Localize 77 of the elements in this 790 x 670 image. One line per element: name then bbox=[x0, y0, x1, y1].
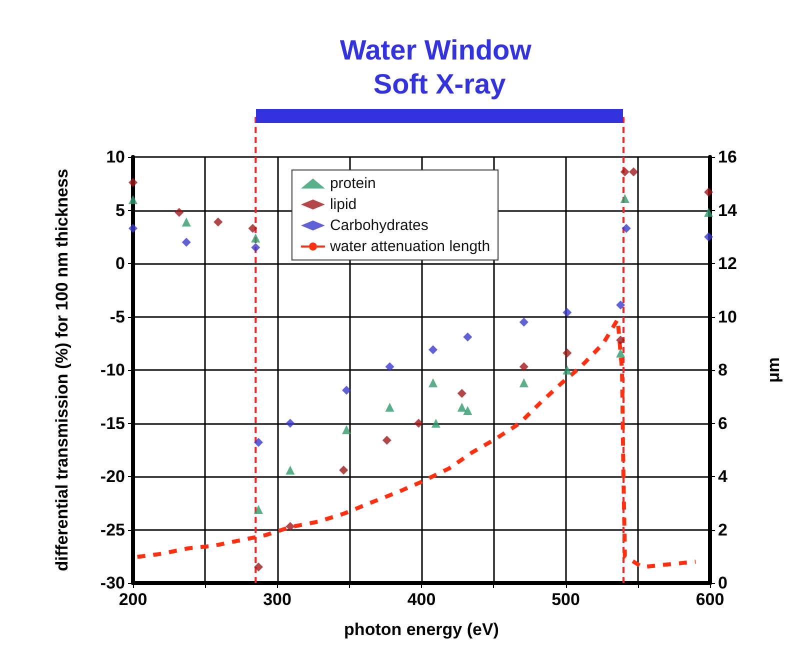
point bbox=[214, 217, 223, 226]
x-tick-label: 400 bbox=[407, 590, 436, 609]
x-tick-label: 300 bbox=[263, 590, 292, 609]
point bbox=[616, 300, 626, 310]
y-tick-label: 10 bbox=[106, 148, 125, 166]
point bbox=[519, 362, 528, 372]
y2-tick-label: 14 bbox=[718, 200, 738, 220]
point bbox=[519, 318, 528, 327]
point bbox=[616, 348, 626, 358]
point bbox=[182, 217, 191, 226]
point bbox=[182, 238, 191, 247]
x-tick-label: 600 bbox=[696, 590, 724, 609]
y-tick-label: -30 bbox=[100, 574, 125, 592]
point bbox=[251, 233, 260, 242]
point bbox=[174, 208, 184, 217]
point bbox=[286, 522, 295, 532]
y2-tick-label: 8 bbox=[718, 360, 728, 380]
point bbox=[414, 418, 424, 428]
y-tick-label: 5 bbox=[116, 200, 125, 220]
y2-tick-label: 6 bbox=[718, 414, 728, 433]
point bbox=[286, 418, 295, 428]
point bbox=[622, 224, 631, 233]
point bbox=[128, 178, 138, 188]
point bbox=[431, 418, 440, 428]
point bbox=[254, 562, 263, 572]
line-series bbox=[135, 317, 698, 570]
point bbox=[251, 243, 260, 252]
point bbox=[342, 386, 351, 395]
point bbox=[457, 402, 466, 412]
point bbox=[128, 224, 138, 233]
point bbox=[463, 406, 472, 415]
point bbox=[562, 366, 572, 374]
point bbox=[339, 466, 348, 475]
y-tick-label: -25 bbox=[100, 520, 125, 540]
point bbox=[254, 438, 263, 447]
y-tick-label: -10 bbox=[100, 360, 125, 380]
y-tick-label: 0 bbox=[116, 254, 125, 273]
chart-title: Water Window Soft X-ray bbox=[340, 34, 540, 100]
point bbox=[382, 436, 392, 445]
x-tick-label: 200 bbox=[118, 590, 148, 609]
point bbox=[428, 345, 438, 354]
point bbox=[463, 332, 472, 342]
point bbox=[562, 348, 572, 358]
point bbox=[248, 224, 258, 233]
x-axis-title: photon energy (eV) bbox=[344, 620, 499, 639]
y-tick-label: -5 bbox=[110, 307, 125, 326]
y-tick-label: -20 bbox=[100, 467, 125, 486]
x-tick-label: 500 bbox=[552, 590, 580, 609]
point bbox=[385, 362, 394, 372]
point bbox=[620, 167, 630, 176]
point bbox=[457, 388, 466, 398]
legend-label: water attenuation length bbox=[328, 238, 490, 255]
y2-tick-label: 2 bbox=[718, 520, 728, 540]
point bbox=[128, 195, 138, 204]
point bbox=[704, 232, 714, 242]
point bbox=[428, 378, 438, 388]
y2-tick-label: 10 bbox=[718, 307, 737, 326]
legend-label: protein bbox=[330, 175, 376, 192]
point bbox=[616, 336, 626, 345]
point bbox=[704, 188, 714, 197]
point bbox=[385, 402, 394, 412]
legend-label: Carbohydrates bbox=[330, 217, 428, 234]
y2-tick-label: 0 bbox=[718, 574, 728, 592]
point bbox=[562, 308, 572, 317]
y2-tick-label: 12 bbox=[718, 254, 737, 273]
y2-tick-label: 4 bbox=[718, 467, 728, 486]
y2-axis-title: μm bbox=[764, 357, 783, 383]
point bbox=[254, 505, 263, 514]
y-tick-label: -15 bbox=[100, 414, 125, 433]
point bbox=[629, 167, 638, 176]
y-axis-title: differential transmission (%) for 100 nm thickness bbox=[52, 168, 72, 572]
point bbox=[286, 466, 295, 475]
y2-tick-label: 16 bbox=[718, 148, 737, 166]
point bbox=[519, 378, 528, 388]
point bbox=[342, 425, 351, 434]
point bbox=[620, 194, 630, 204]
legend-label: lipid bbox=[330, 196, 357, 213]
